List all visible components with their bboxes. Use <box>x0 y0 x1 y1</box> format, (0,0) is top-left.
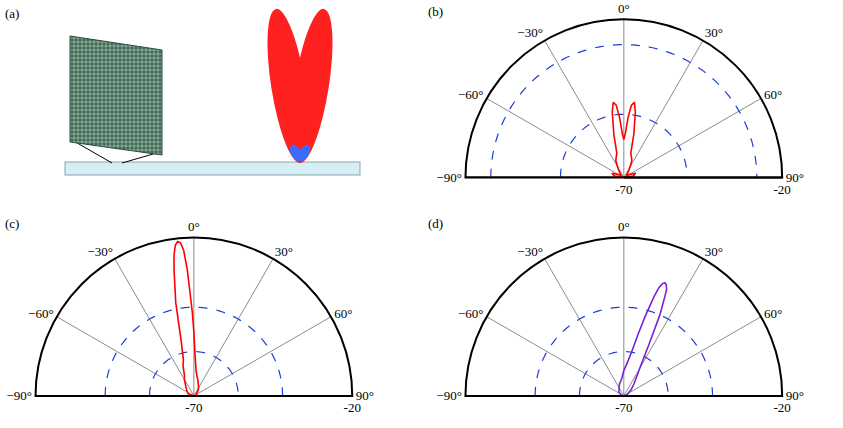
svg-text:30°: 30° <box>275 244 293 259</box>
svg-text:(a): (a) <box>5 6 19 21</box>
svg-text:0°: 0° <box>618 1 630 16</box>
svg-text:-20: -20 <box>344 401 361 416</box>
svg-text:90°: 90° <box>356 388 374 403</box>
svg-text:60°: 60° <box>764 87 782 102</box>
svg-text:-70: -70 <box>615 182 632 197</box>
svg-text:−90°: −90° <box>436 388 462 403</box>
svg-text:(b): (b) <box>428 4 443 19</box>
svg-text:0°: 0° <box>188 219 200 234</box>
svg-text:-70: -70 <box>615 401 632 416</box>
svg-text:(c): (c) <box>5 216 19 231</box>
svg-text:−60°: −60° <box>28 306 54 321</box>
svg-text:−30°: −30° <box>87 244 113 259</box>
svg-text:60°: 60° <box>764 306 782 321</box>
svg-text:0°: 0° <box>618 219 630 234</box>
svg-text:30°: 30° <box>705 244 723 259</box>
svg-text:30°: 30° <box>705 25 723 40</box>
svg-text:−90°: −90° <box>6 388 32 403</box>
svg-text:−30°: −30° <box>517 244 543 259</box>
svg-text:90°: 90° <box>786 388 804 403</box>
svg-text:−30°: −30° <box>517 25 543 40</box>
svg-text:-70: -70 <box>185 401 202 416</box>
svg-text:-20: -20 <box>774 401 791 416</box>
svg-text:(d): (d) <box>428 216 443 231</box>
svg-text:90°: 90° <box>786 170 804 185</box>
svg-text:−90°: −90° <box>436 170 462 185</box>
svg-text:60°: 60° <box>334 306 352 321</box>
svg-text:−60°: −60° <box>458 306 484 321</box>
svg-text:-20: -20 <box>774 182 791 197</box>
svg-text:−60°: −60° <box>458 87 484 102</box>
